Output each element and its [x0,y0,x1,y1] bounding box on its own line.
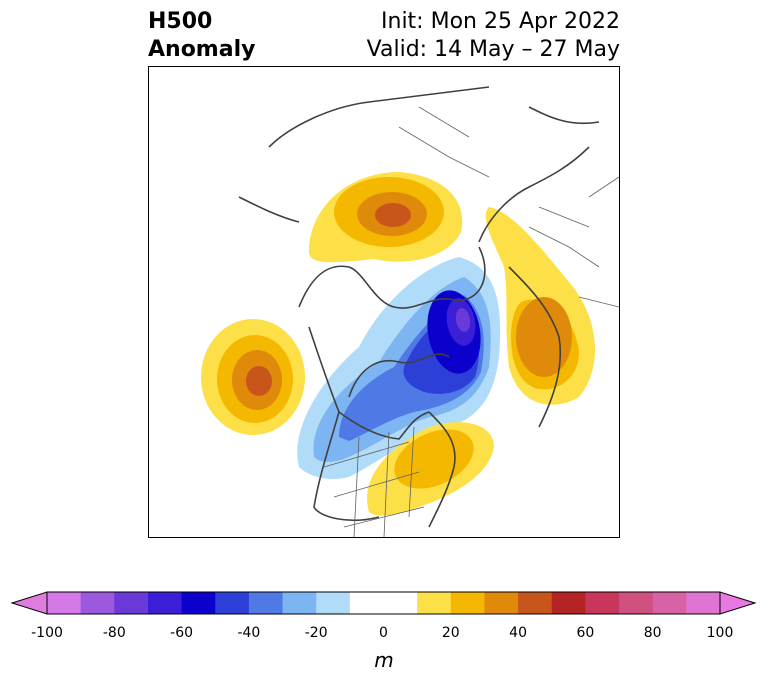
colorbar-bin [80,592,115,614]
colorbar-bin [619,592,654,614]
colorbar-bin [248,592,284,614]
colorbar-bin [518,592,553,614]
colorbar-unit-label: m [374,648,394,672]
colorbar-tick-label: 40 [509,625,528,641]
colorbar-tick-label: 80 [643,625,662,641]
valid-range-label: Valid: 14 May – 27 May [366,37,620,62]
colorbar-tick-label: -20 [304,625,328,641]
colorbar-bin [585,592,620,614]
colorbar-bin [450,592,485,614]
title-variable: H500 [148,9,213,34]
colorbar-bin [417,592,452,614]
colorbar-bin [47,592,82,614]
colorbar-tick-label: 0 [379,625,388,641]
colorbar [10,591,757,615]
colorbar-bin [484,592,519,614]
colorbar-tick-label: -80 [102,625,126,641]
map-panel [148,66,620,538]
colorbar-bin [686,592,721,614]
colorbar-extend-min [10,591,48,615]
map-title: H500 Anomaly [148,8,255,64]
ridge-north-pacific [201,319,305,435]
colorbar-tick-label: -100 [31,625,63,641]
colorbar-tick-label: 20 [441,625,460,641]
colorbar-bin [551,592,586,614]
colorbar-tick-label: 60 [576,625,595,641]
colorbar-extend-max [719,591,757,615]
title-field: Anomaly [148,37,256,62]
ridge-europe [485,207,596,405]
colorbar-outline [46,591,721,615]
anomaly-map [201,86,619,537]
colorbar-bin [383,592,418,614]
colorbar-bin [215,592,250,614]
colorbar-bin [316,592,351,614]
borders [323,106,619,537]
colorbar-bin [652,592,687,614]
map-subtitle: Init: Mon 25 Apr 2022 Valid: 14 May – 27… [367,8,620,64]
colorbar-tick-label: -60 [170,625,194,641]
colorbar-bin [181,592,216,614]
colorbar-bin [349,592,384,614]
init-date-label: Init: Mon 25 Apr 2022 [381,9,620,34]
colorbar-bin [114,592,149,614]
colorbar-tick-label: 100 [706,625,734,641]
colorbar-tick-label: -40 [237,625,261,641]
colorbar-bin [282,592,317,614]
ridge-northeast-asia [309,172,463,263]
coastlines [238,86,600,528]
colorbar-bin [147,592,183,614]
